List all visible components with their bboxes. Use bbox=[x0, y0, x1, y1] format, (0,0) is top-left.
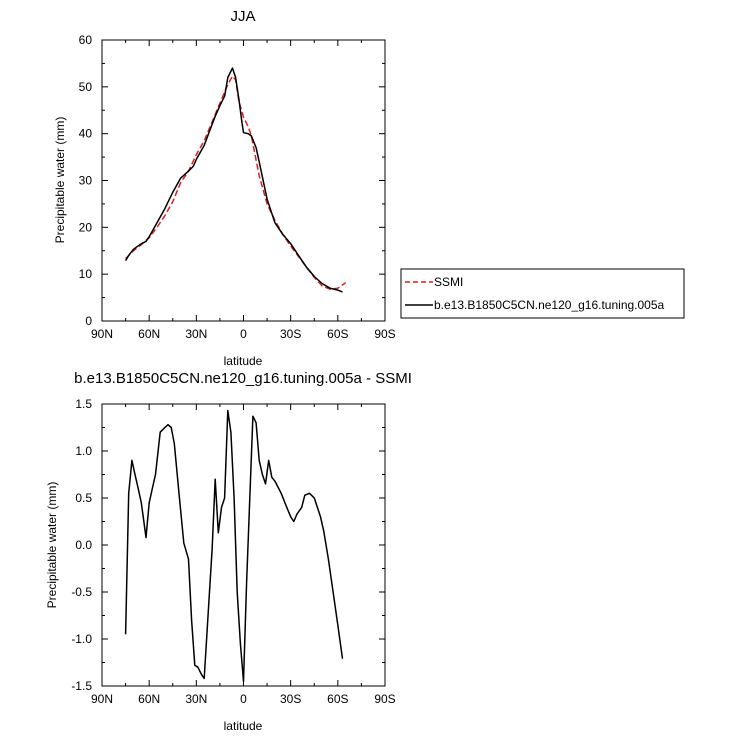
x-tick-label: 60N bbox=[138, 327, 160, 341]
y-tick-label: 0.0 bbox=[75, 538, 92, 552]
top-panel: JJA 90N 60N 30N 0 30S 60S 90S 0 10 20 30 40 50 60 Pre… bbox=[53, 8, 396, 368]
y-tick-label: 0 bbox=[85, 314, 92, 328]
top-chart-title: JJA bbox=[230, 8, 255, 25]
y-tick-label: 50 bbox=[79, 80, 93, 94]
bottom-plot-area: 90N 60N 30N 0 30S 60S 90S -1.5 -1.0 -0.5 0.0 0.5 1.0… bbox=[71, 397, 395, 706]
y-tick-label: -0.5 bbox=[71, 585, 92, 599]
y-tick-label: -1.5 bbox=[71, 679, 92, 693]
x-tick-label: 60S bbox=[327, 692, 348, 706]
plot-frame bbox=[101, 39, 386, 322]
series-line-0 bbox=[125, 75, 347, 290]
y-tick-label: 10 bbox=[79, 267, 93, 281]
plot-frame bbox=[101, 403, 386, 687]
y-tick-label: 1.0 bbox=[75, 444, 92, 458]
x-tick-label: 60N bbox=[138, 692, 160, 706]
bottom-x-axis-label: latitude bbox=[224, 719, 263, 733]
x-tick-label: 90N bbox=[91, 692, 113, 706]
y-tick-label: 20 bbox=[79, 220, 93, 234]
x-tick-label: 90S bbox=[374, 692, 395, 706]
x-tick-label: 0 bbox=[240, 327, 247, 341]
x-tick-label: 30N bbox=[185, 692, 207, 706]
x-tick-label: 30S bbox=[280, 692, 301, 706]
y-tick-label: 0.5 bbox=[75, 491, 92, 505]
series-line-1 bbox=[124, 67, 343, 293]
bottom-panel: b.e13.B1850C5CN.ne120_g16.tuning.005a - … bbox=[45, 370, 412, 733]
x-tick-label: 0 bbox=[240, 692, 247, 706]
y-tick-label: 1.5 bbox=[75, 397, 92, 411]
bottom-y-axis-label: Precipitable water (mm) bbox=[45, 482, 59, 609]
x-tick-label: 60S bbox=[327, 327, 348, 341]
legend: SSMI b.e13.B1850C5CN.ne120_g16.tuning.00… bbox=[400, 268, 685, 319]
x-tick-label: 90N bbox=[91, 327, 113, 341]
x-tick-label: 90S bbox=[374, 327, 395, 341]
x-tick-label: 30N bbox=[185, 327, 207, 341]
y-tick-label: 40 bbox=[79, 127, 93, 141]
x-tick-label: 30S bbox=[280, 327, 301, 341]
legend-label-ssmi: SSMI bbox=[434, 275, 463, 289]
y-tick-label: 30 bbox=[79, 174, 93, 188]
y-tick-label: -1.0 bbox=[71, 632, 92, 646]
top-x-axis-label: latitude bbox=[224, 354, 263, 368]
top-plot-area: 90N 60N 30N 0 30S 60S 90S 0 10 20 30 40 50 60 bbox=[79, 33, 396, 341]
y-tick-label: 60 bbox=[79, 33, 93, 47]
bottom-chart-title: b.e13.B1850C5CN.ne120_g16.tuning.005a - … bbox=[74, 370, 412, 387]
top-y-axis-label: Precipitable water (mm) bbox=[53, 117, 67, 244]
series-line-0 bbox=[124, 409, 344, 683]
legend-box bbox=[400, 268, 685, 319]
legend-label-model: b.e13.B1850C5CN.ne120_g16.tuning.005a bbox=[434, 298, 665, 312]
